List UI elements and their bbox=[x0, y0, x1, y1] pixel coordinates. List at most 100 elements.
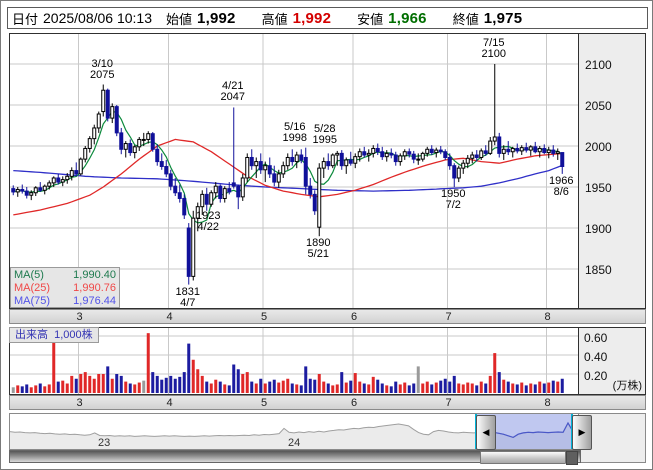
volume-bar bbox=[97, 374, 101, 393]
candle-body bbox=[542, 147, 547, 154]
volume-bar bbox=[263, 383, 267, 393]
price-axis-tick: 1900 bbox=[585, 222, 612, 236]
volume-bar bbox=[155, 375, 159, 393]
candle-body bbox=[533, 146, 538, 153]
ma5-line bbox=[13, 110, 563, 224]
volume-bar bbox=[214, 379, 218, 393]
volume-bar bbox=[457, 383, 461, 393]
volume-bar bbox=[29, 387, 33, 393]
candle-body bbox=[434, 149, 439, 154]
month-label: 5 bbox=[260, 311, 268, 323]
candle-body bbox=[186, 227, 191, 277]
candle-body bbox=[497, 136, 502, 154]
candle-body bbox=[402, 151, 407, 157]
price-axis: 2100 2050 2000 1950 1900 1850 bbox=[579, 33, 646, 309]
candle-body bbox=[78, 158, 83, 175]
price-annotation: 5/16 1998 bbox=[282, 120, 307, 144]
volume-bar bbox=[398, 384, 402, 393]
volume-bar bbox=[178, 376, 182, 393]
volume-bar bbox=[70, 375, 74, 393]
horizontal-scrollbar-thumb[interactable] bbox=[480, 451, 566, 464]
candle-body bbox=[65, 175, 70, 181]
volume-bar bbox=[110, 378, 114, 393]
candle-body bbox=[425, 148, 430, 154]
volume-bar bbox=[281, 380, 285, 393]
volume-bar bbox=[164, 377, 168, 393]
candle-body bbox=[15, 188, 20, 193]
candle-body bbox=[209, 192, 214, 205]
volume-bar bbox=[268, 381, 272, 393]
candle-body bbox=[506, 148, 511, 153]
candle-body bbox=[119, 132, 124, 150]
volume-bar bbox=[349, 380, 353, 393]
date-label: 日付 bbox=[12, 11, 39, 27]
volume-bar bbox=[295, 384, 299, 393]
left-arrow-icon: ◀ bbox=[482, 427, 490, 437]
candle-body bbox=[339, 152, 344, 167]
candle-body bbox=[218, 185, 223, 199]
navigator-right-handle[interactable]: ▶ bbox=[572, 415, 592, 450]
candle-body bbox=[416, 158, 421, 161]
candle-body bbox=[87, 138, 92, 149]
volume-header-label: 出来高 1,000株 bbox=[9, 327, 99, 343]
nav-year-label: 24 bbox=[288, 437, 300, 449]
candle-body bbox=[483, 150, 488, 154]
candle-body bbox=[429, 148, 434, 154]
candle-body bbox=[353, 156, 358, 164]
candle-body bbox=[222, 188, 227, 199]
volume-bar bbox=[83, 372, 87, 393]
volume-bar bbox=[466, 382, 470, 393]
candle-body bbox=[240, 177, 245, 198]
month-label: 6 bbox=[350, 397, 358, 409]
volume-bar bbox=[88, 375, 92, 393]
volume-bar bbox=[115, 374, 119, 393]
ma25-line bbox=[13, 138, 563, 216]
volume-bar bbox=[421, 383, 425, 393]
candle-body bbox=[551, 149, 556, 154]
candle-body bbox=[231, 182, 236, 187]
volume-bar bbox=[259, 378, 263, 393]
volume-bar bbox=[479, 381, 483, 393]
horizontal-scrollbar-track[interactable] bbox=[9, 450, 581, 463]
volume-bar bbox=[196, 369, 200, 393]
volume-bar bbox=[538, 381, 542, 393]
volume-bar bbox=[443, 378, 447, 393]
candle-body bbox=[389, 152, 394, 156]
volume-bar bbox=[245, 372, 249, 393]
month-label: 8 bbox=[544, 397, 551, 409]
volume-bar bbox=[371, 376, 375, 393]
scrollbar-end-cap[interactable] bbox=[566, 451, 578, 465]
candle-body bbox=[470, 154, 475, 159]
price-annotation: 1950 7/2 bbox=[441, 188, 466, 211]
price-annotation: 4/21 2047 bbox=[220, 80, 245, 104]
volume-bar bbox=[218, 381, 222, 393]
volume-bar bbox=[241, 374, 245, 393]
volume-bar bbox=[313, 379, 317, 393]
volume-bar bbox=[47, 384, 51, 393]
candle-body bbox=[407, 151, 412, 155]
candle-body bbox=[380, 151, 385, 158]
month-label: 7 bbox=[445, 311, 452, 323]
volume-bar bbox=[434, 382, 438, 393]
volume-bar bbox=[232, 364, 236, 393]
ma75-line bbox=[13, 164, 563, 192]
month-label: 3 bbox=[76, 397, 83, 409]
candle-body bbox=[443, 151, 448, 158]
volume-bar bbox=[385, 385, 389, 393]
quote-info-bar: 日付 2025/08/06 10:13 始値 1,992 高値 1,992 安値… bbox=[7, 7, 648, 29]
volume-bar bbox=[511, 383, 515, 393]
volume-bar bbox=[533, 384, 537, 393]
candle-body bbox=[96, 113, 101, 129]
volume-bar bbox=[520, 382, 524, 393]
candle-body bbox=[290, 156, 295, 163]
price-annotation: 1923 4/22 bbox=[196, 210, 221, 234]
high-value: 1,992 bbox=[292, 9, 332, 27]
close-label: 終値 bbox=[452, 11, 479, 27]
candle-body bbox=[137, 138, 142, 148]
volume-bar bbox=[439, 380, 443, 393]
candle-body bbox=[411, 153, 416, 160]
navigator-left-handle[interactable]: ◀ bbox=[476, 415, 496, 450]
candle-body bbox=[47, 182, 52, 187]
volume-bar bbox=[461, 384, 465, 393]
candle-body bbox=[128, 143, 133, 154]
